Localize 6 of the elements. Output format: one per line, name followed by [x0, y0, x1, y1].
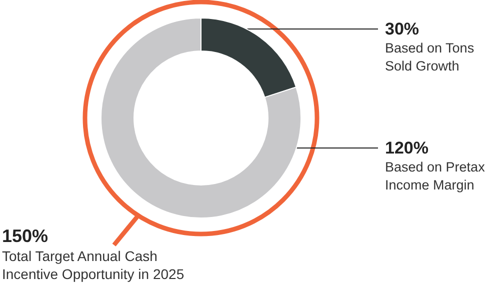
text: 150%: [2, 226, 50, 247]
text: Total Target Annual Cash Incentive Opportunity in 2025: [2, 248, 184, 282]
data-label: 30%: [385, 20, 420, 38]
slice-label: Based on Pretax Income Margin: [385, 160, 486, 192]
data-label: 120%: [385, 138, 428, 158]
slice-label: Based on Tons Sold Growth: [385, 40, 474, 74]
